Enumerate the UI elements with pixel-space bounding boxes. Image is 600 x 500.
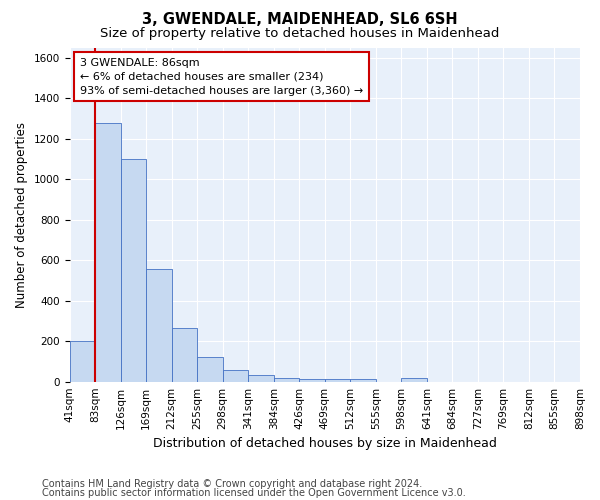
Text: Contains public sector information licensed under the Open Government Licence v3: Contains public sector information licen… <box>42 488 466 498</box>
Text: Size of property relative to detached houses in Maidenhead: Size of property relative to detached ho… <box>100 28 500 40</box>
Bar <box>197 358 223 382</box>
Text: 3, GWENDALE, MAIDENHEAD, SL6 6SH: 3, GWENDALE, MAIDENHEAD, SL6 6SH <box>142 12 458 28</box>
Text: Contains HM Land Registry data © Crown copyright and database right 2024.: Contains HM Land Registry data © Crown c… <box>42 479 422 489</box>
Bar <box>70 341 95 382</box>
Bar <box>248 375 274 382</box>
Bar <box>223 370 248 382</box>
Bar <box>299 378 325 382</box>
Bar <box>274 378 299 382</box>
Y-axis label: Number of detached properties: Number of detached properties <box>15 122 28 308</box>
Bar <box>146 270 172 382</box>
Bar <box>121 159 146 382</box>
Bar <box>325 378 350 382</box>
Bar <box>350 378 376 382</box>
Bar <box>401 378 427 382</box>
Bar <box>172 328 197 382</box>
X-axis label: Distribution of detached houses by size in Maidenhead: Distribution of detached houses by size … <box>153 437 497 450</box>
Text: 3 GWENDALE: 86sqm
← 6% of detached houses are smaller (234)
93% of semi-detached: 3 GWENDALE: 86sqm ← 6% of detached house… <box>80 58 363 96</box>
Bar <box>95 124 121 382</box>
